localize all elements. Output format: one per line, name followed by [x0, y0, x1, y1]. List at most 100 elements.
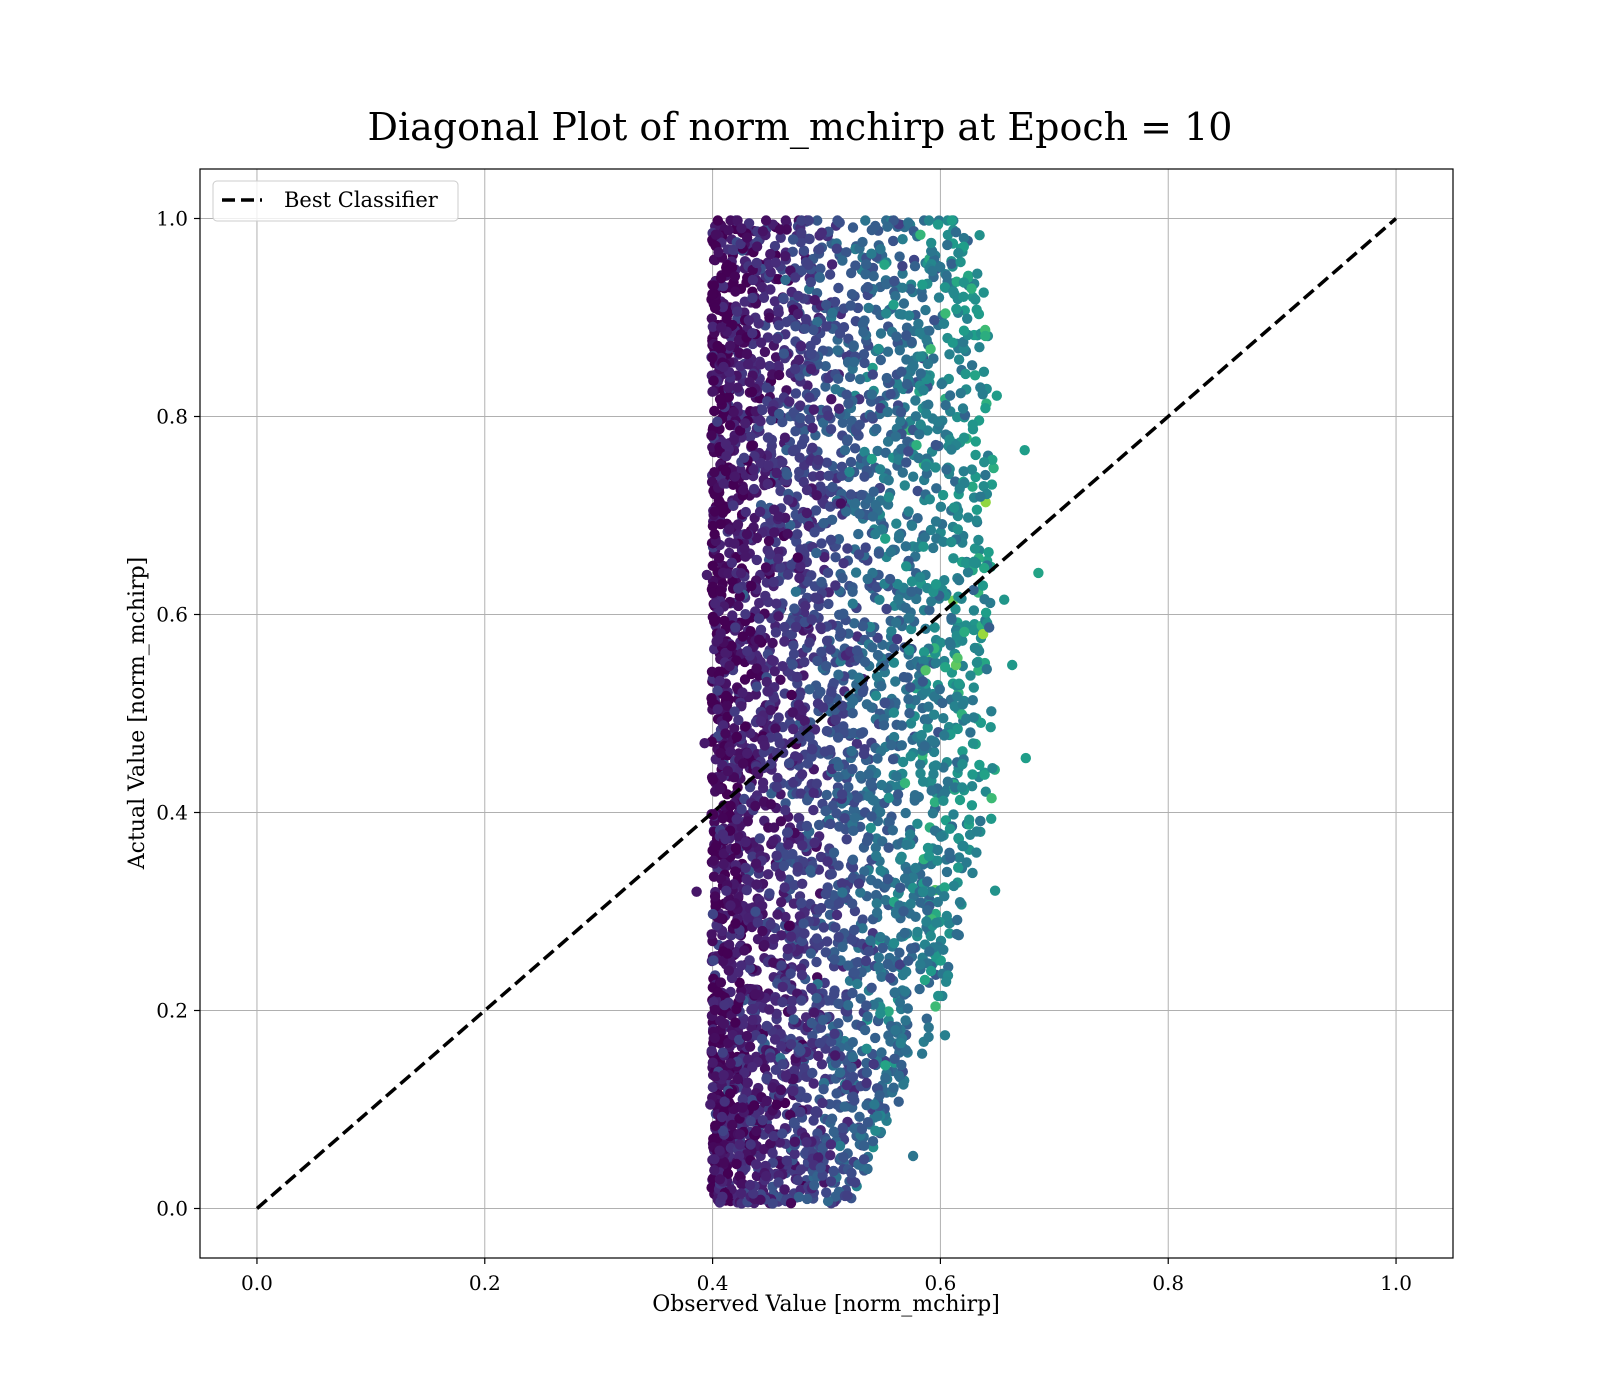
- scatter-point: [714, 552, 725, 564]
- scatter-point: [814, 244, 825, 255]
- scatter-point: [727, 1119, 738, 1131]
- scatter-point: [938, 713, 949, 724]
- scatter-point: [828, 677, 839, 689]
- scatter-point: [764, 312, 775, 323]
- scatter-point: [843, 398, 854, 409]
- scatter-point: [777, 457, 788, 468]
- scatter-point: [731, 731, 742, 743]
- scatter-point: [890, 676, 901, 687]
- scatter-point: [968, 605, 980, 616]
- scatter-point: [786, 689, 797, 701]
- scatter-point: [712, 704, 723, 715]
- scatter-point: [744, 1041, 756, 1052]
- scatter-point: [798, 476, 809, 488]
- scatter-point: [746, 386, 758, 398]
- scatter-point: [954, 794, 966, 806]
- scatter-point: [818, 518, 829, 529]
- scatter-point: [925, 524, 937, 536]
- scatter-point: [795, 788, 806, 799]
- scatter-point: [883, 1006, 894, 1017]
- scatter-point: [841, 834, 852, 845]
- scatter-point: [987, 763, 998, 774]
- plot-frame: [199, 168, 1454, 1259]
- scatter-point: [777, 981, 788, 993]
- scatter-point: [854, 374, 866, 385]
- scatter-point: [805, 948, 817, 959]
- scatter-point: [951, 691, 963, 702]
- scatter-point: [926, 596, 937, 607]
- scatter-point: [878, 720, 890, 731]
- scatter-point: [805, 277, 817, 288]
- scatter-point: [771, 850, 782, 861]
- scatter-point: [857, 923, 868, 934]
- scatter-point: [814, 272, 825, 283]
- scatter-point: [867, 369, 878, 380]
- scatter-point: [875, 354, 886, 366]
- scatter-point: [813, 1152, 824, 1163]
- scatter-point: [732, 1073, 743, 1085]
- scatter-point: [730, 866, 741, 877]
- scatter-point: [783, 839, 794, 850]
- scatter-point: [892, 578, 903, 590]
- scatter-point: [940, 400, 951, 411]
- scatter-point: [898, 298, 910, 309]
- scatter-point: [742, 1077, 753, 1089]
- scatter-point: [954, 897, 966, 908]
- scatter-point: [740, 506, 751, 518]
- scatter-point: [917, 676, 928, 687]
- scatter-point: [907, 1150, 919, 1162]
- scatter-point: [811, 933, 822, 944]
- scatter-point: [793, 290, 804, 302]
- scatter-point: [837, 255, 848, 266]
- y-tick-label: 0.2: [156, 999, 188, 1023]
- scatter-point: [790, 388, 802, 399]
- scatter-point: [807, 1067, 818, 1079]
- scatter-point: [822, 856, 833, 867]
- scatter-point: [789, 1136, 801, 1148]
- scatter-point: [895, 406, 907, 418]
- scatter-point: [743, 218, 755, 229]
- scatter-point: [739, 1067, 750, 1078]
- scatter-point: [773, 360, 784, 372]
- scatter-point: [833, 931, 844, 943]
- scatter-point: [903, 506, 914, 517]
- scatter-point: [724, 524, 735, 535]
- scatter-point: [891, 633, 903, 645]
- scatter-point: [905, 751, 916, 762]
- scatter-point: [707, 611, 718, 623]
- scatter-point: [730, 622, 741, 633]
- scatter-point: [804, 233, 815, 245]
- scatter-point: [760, 590, 771, 602]
- scatter-point: [744, 376, 755, 388]
- scatter-point: [918, 541, 929, 552]
- scatter-point: [821, 789, 832, 801]
- scatter-point: [790, 751, 801, 762]
- scatter-point: [958, 277, 970, 288]
- scatter-point: [904, 645, 915, 656]
- scatter-point: [851, 738, 863, 749]
- scatter-point: [756, 337, 767, 348]
- scatter-point: [747, 1062, 758, 1073]
- scatter-point: [852, 792, 863, 803]
- scatter-point: [941, 270, 952, 281]
- scatter-point: [727, 610, 738, 621]
- scatter-point: [881, 308, 892, 319]
- scatter-point: [834, 609, 845, 620]
- scatter-point: [837, 572, 848, 584]
- scatter-point: [884, 817, 895, 828]
- scatter-point: [810, 505, 822, 516]
- scatter-point: [839, 813, 850, 824]
- scatter-point: [856, 1123, 868, 1135]
- scatter-point: [842, 543, 853, 554]
- scatter-point: [815, 470, 826, 481]
- scatter-point: [750, 906, 761, 917]
- scatter-point: [825, 1150, 836, 1161]
- scatter-point: [816, 227, 827, 238]
- scatter-point: [830, 1057, 842, 1069]
- scatter-point: [755, 624, 767, 635]
- scatter-point: [801, 484, 813, 496]
- scatter-point: [825, 1139, 837, 1150]
- scatter-point: [841, 1079, 853, 1091]
- scatter-point: [929, 315, 940, 326]
- scatter-point: [839, 445, 851, 456]
